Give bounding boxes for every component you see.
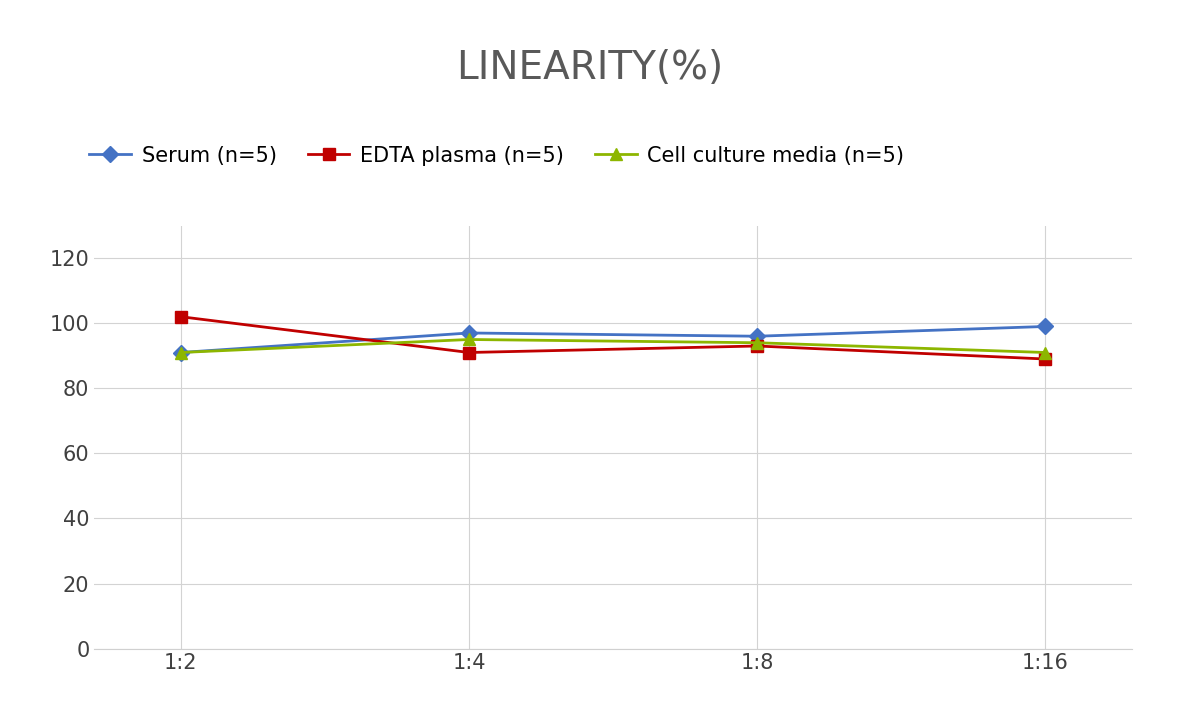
Serum (n=5) [1039, 322, 1053, 331]
Line: Serum (n=5): Serum (n=5) [176, 321, 1050, 358]
Serum (n=5) [462, 329, 476, 337]
Line: EDTA plasma (n=5): EDTA plasma (n=5) [176, 311, 1050, 364]
EDTA plasma (n=5) [750, 342, 764, 350]
Cell culture media (n=5) [173, 348, 187, 357]
Cell culture media (n=5) [1039, 348, 1053, 357]
EDTA plasma (n=5) [173, 312, 187, 321]
EDTA plasma (n=5) [462, 348, 476, 357]
EDTA plasma (n=5) [1039, 355, 1053, 363]
Cell culture media (n=5) [750, 338, 764, 347]
Text: LINEARITY(%): LINEARITY(%) [456, 49, 723, 87]
Serum (n=5) [173, 348, 187, 357]
Serum (n=5) [750, 332, 764, 341]
Legend: Serum (n=5), EDTA plasma (n=5), Cell culture media (n=5): Serum (n=5), EDTA plasma (n=5), Cell cul… [81, 137, 913, 174]
Line: Cell culture media (n=5): Cell culture media (n=5) [176, 334, 1050, 358]
Cell culture media (n=5) [462, 336, 476, 344]
